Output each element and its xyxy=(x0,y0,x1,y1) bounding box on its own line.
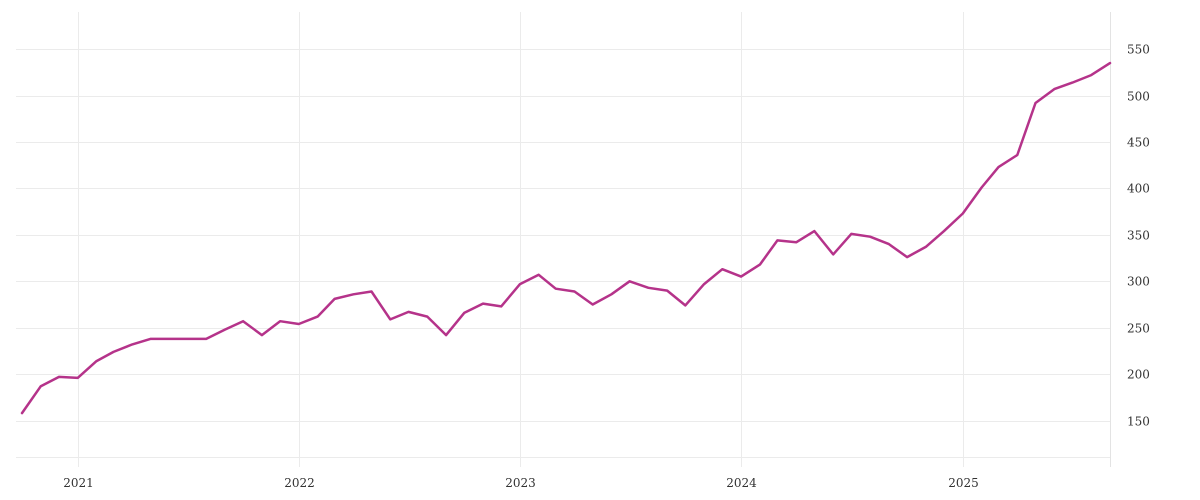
x-tick-label: 2021 xyxy=(63,476,94,490)
x-axis-tick-labels: 2021 2022 2023 2024 2025 xyxy=(63,476,979,490)
series-group xyxy=(20,61,1112,415)
y-axis-tick-labels: 150 200 250 300 350 400 450 500 550 xyxy=(1127,43,1150,429)
y-tick-label: 250 xyxy=(1127,322,1150,336)
y-tick-label: 350 xyxy=(1127,229,1150,243)
x-tick-label: 2022 xyxy=(284,476,315,490)
gridlines xyxy=(16,12,1110,467)
y-tick-label: 500 xyxy=(1127,90,1150,104)
y-tick-label: 200 xyxy=(1127,368,1150,382)
series-line-0 xyxy=(20,61,1112,415)
y-tick-label: 300 xyxy=(1127,275,1150,289)
y-tick-label: 400 xyxy=(1127,182,1150,196)
y-tick-label: 450 xyxy=(1127,136,1150,150)
x-tick-label: 2025 xyxy=(948,476,979,490)
y-tick-label: 550 xyxy=(1127,43,1150,57)
y-tick-label: 150 xyxy=(1127,415,1150,429)
x-tick-label: 2024 xyxy=(726,476,757,490)
x-tick-label: 2023 xyxy=(505,476,536,490)
